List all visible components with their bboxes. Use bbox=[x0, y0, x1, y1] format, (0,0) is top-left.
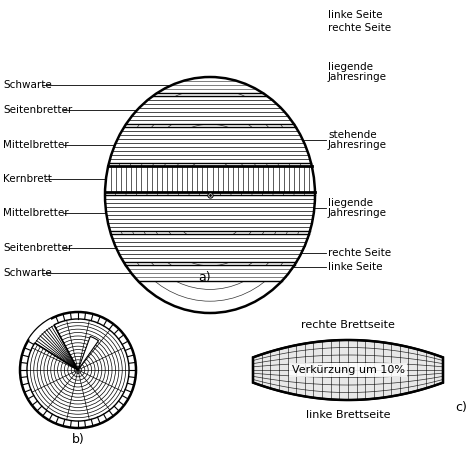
Polygon shape bbox=[253, 340, 443, 400]
Polygon shape bbox=[109, 127, 311, 163]
Text: linke Seite: linke Seite bbox=[328, 10, 382, 20]
Text: Schwarte: Schwarte bbox=[3, 268, 52, 278]
Text: rechte Seite: rechte Seite bbox=[328, 23, 391, 33]
Text: stehende
Jahresringe: stehende Jahresringe bbox=[328, 129, 387, 150]
Polygon shape bbox=[126, 96, 294, 124]
Text: Seitenbretter: Seitenbretter bbox=[3, 105, 72, 115]
Circle shape bbox=[20, 312, 136, 428]
Text: c): c) bbox=[455, 401, 467, 415]
Text: linke Seite: linke Seite bbox=[328, 262, 382, 272]
Polygon shape bbox=[157, 78, 263, 93]
Text: a): a) bbox=[198, 271, 211, 285]
Text: Mittelbretter: Mittelbretter bbox=[3, 140, 69, 150]
Text: rechte Brettseite: rechte Brettseite bbox=[301, 320, 395, 330]
Text: liegende
Jahresringe: liegende Jahresringe bbox=[328, 197, 387, 218]
Polygon shape bbox=[78, 336, 99, 370]
Polygon shape bbox=[111, 234, 309, 262]
Polygon shape bbox=[29, 319, 54, 343]
Text: Seitenbretter: Seitenbretter bbox=[3, 243, 72, 253]
Text: Verkürzung um 10%: Verkürzung um 10% bbox=[291, 365, 404, 375]
Text: Mittelbretter: Mittelbretter bbox=[3, 208, 69, 218]
Text: rechte Seite: rechte Seite bbox=[328, 248, 391, 258]
Polygon shape bbox=[105, 166, 315, 192]
Text: Kernbrett: Kernbrett bbox=[3, 174, 52, 184]
Text: b): b) bbox=[71, 434, 85, 446]
Text: linke Brettseite: linke Brettseite bbox=[306, 410, 390, 420]
Polygon shape bbox=[126, 265, 295, 281]
Polygon shape bbox=[35, 325, 78, 370]
Text: Schwarte: Schwarte bbox=[3, 80, 52, 90]
Text: liegende
Jahresringe: liegende Jahresringe bbox=[328, 62, 387, 82]
Polygon shape bbox=[105, 195, 315, 231]
